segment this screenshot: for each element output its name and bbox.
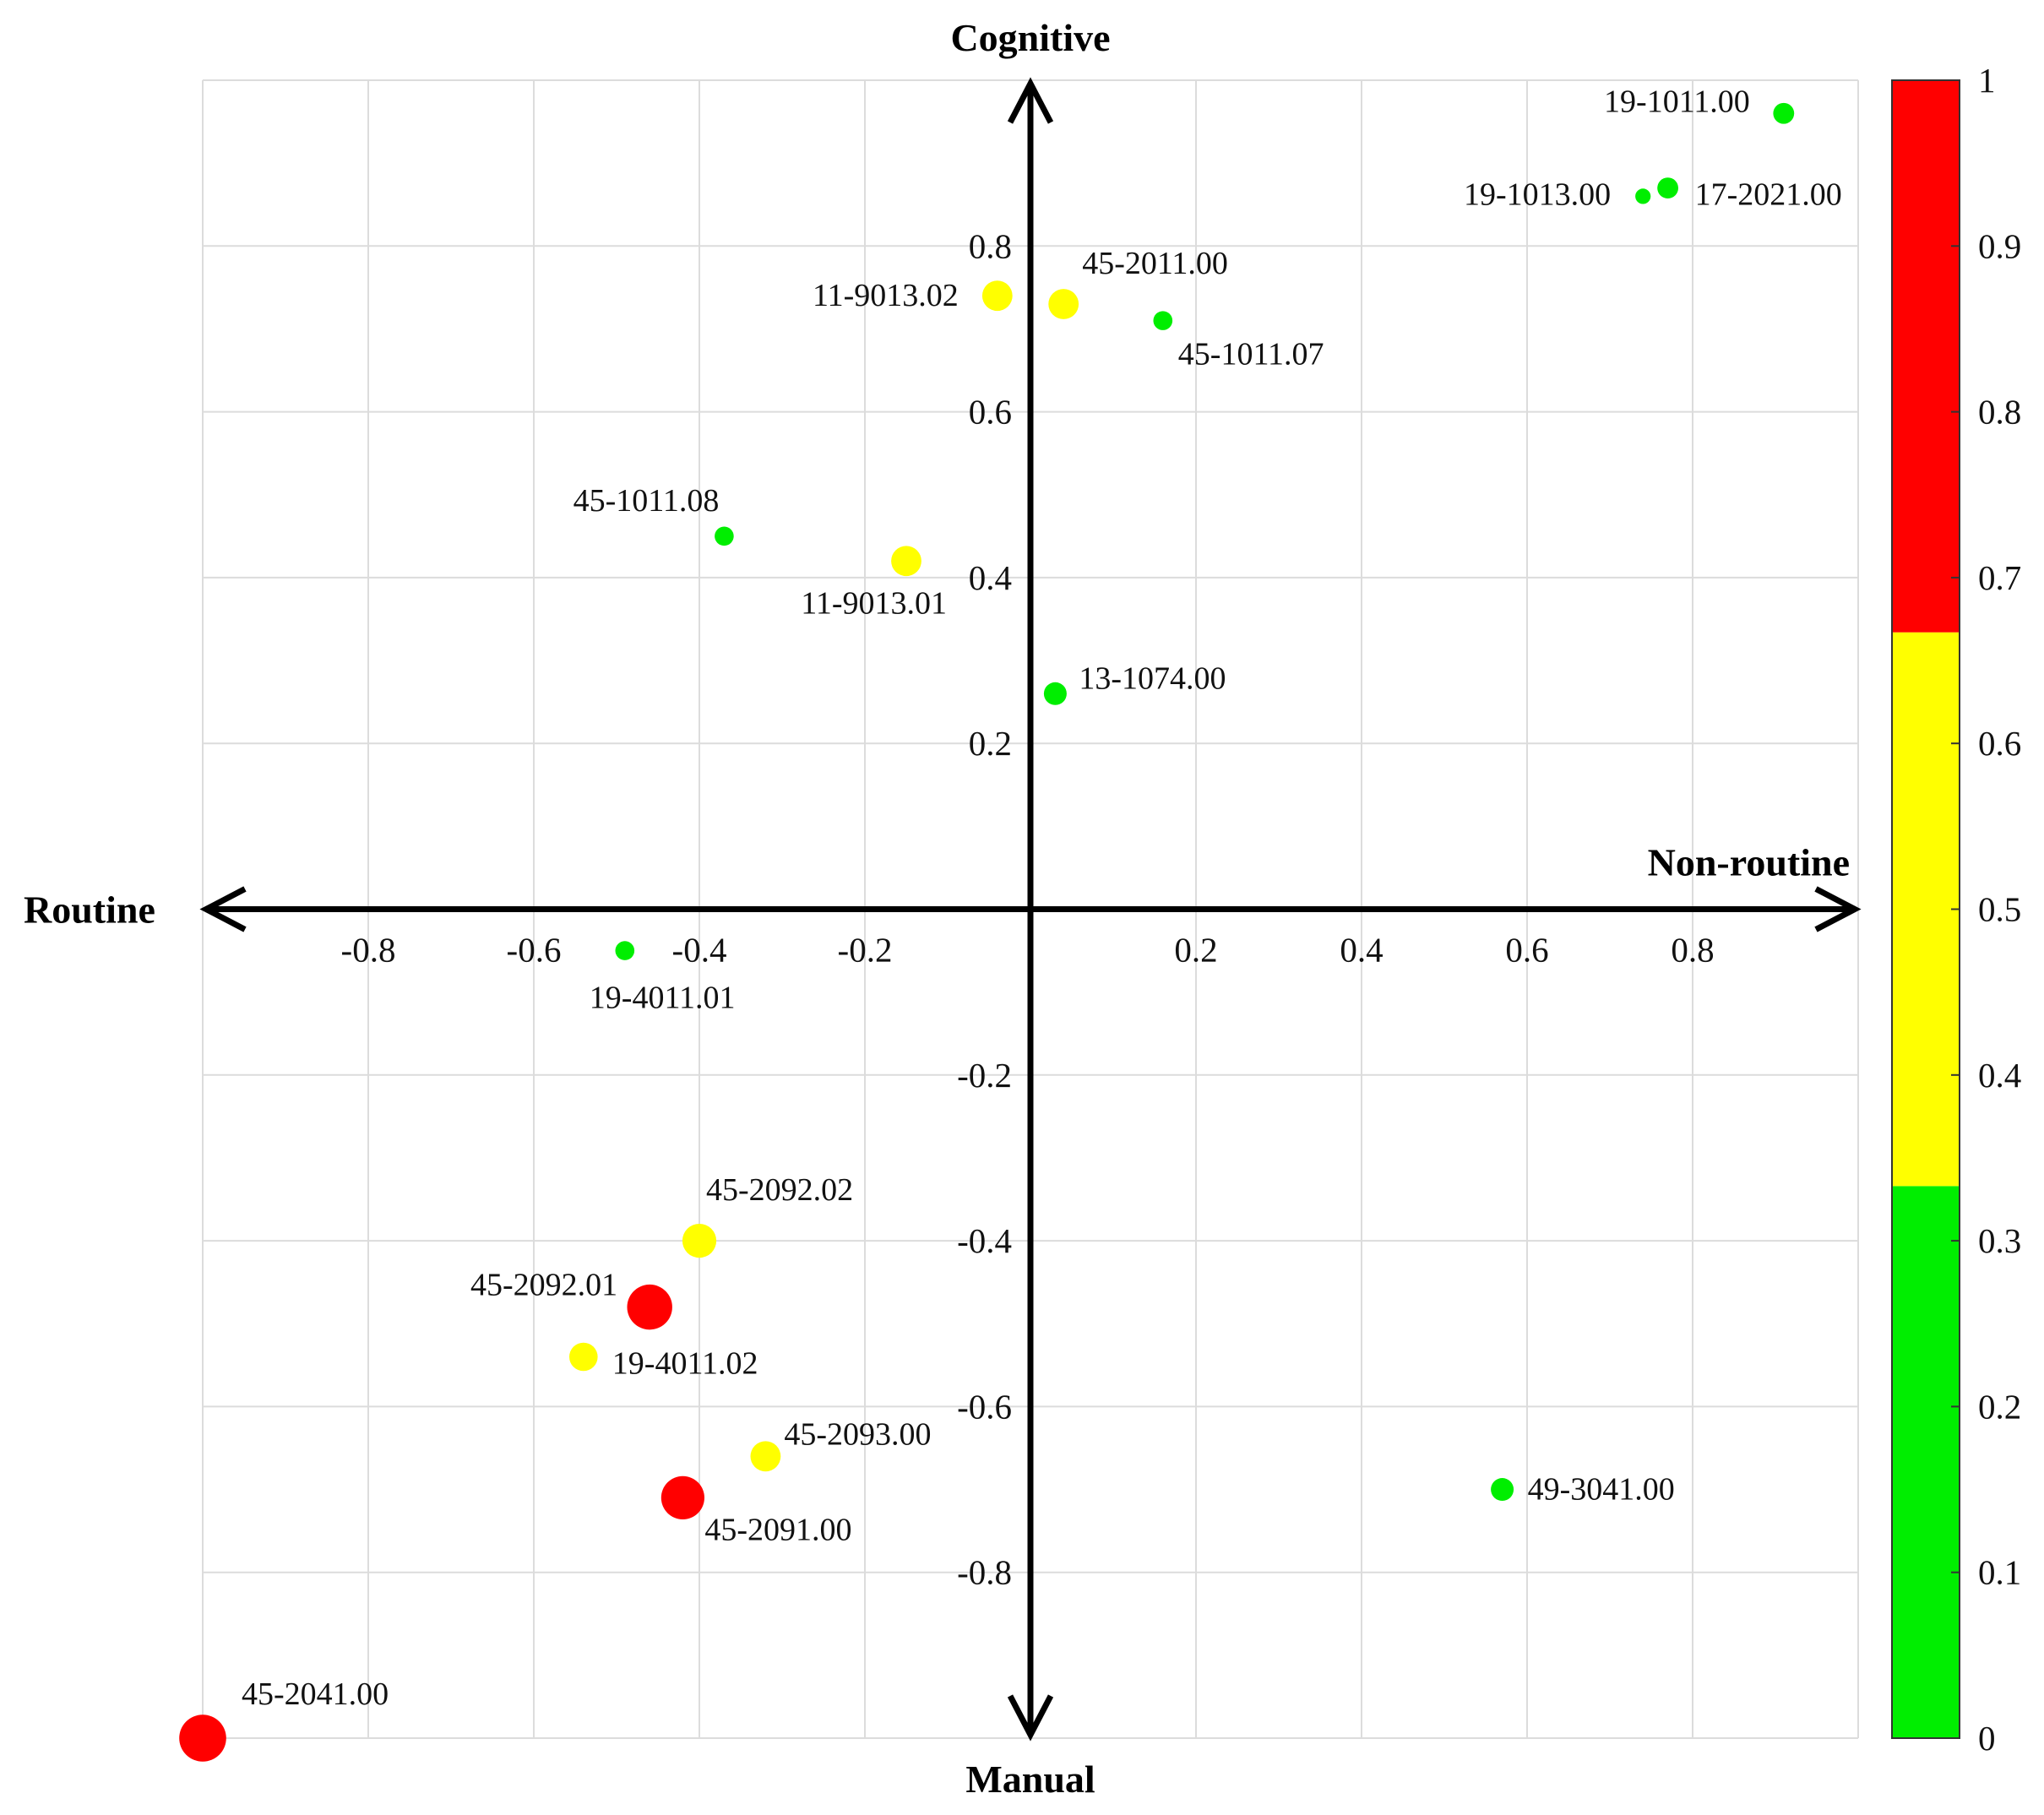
data-point-marker <box>1043 682 1067 705</box>
data-point-group: 45-2092.01 <box>470 1268 672 1330</box>
data-point-label: 45-2092.01 <box>470 1268 617 1303</box>
data-point-marker <box>1153 311 1173 330</box>
colorbar-tick-label: 0.8 <box>1978 393 2021 432</box>
data-point-group: 45-2093.00 <box>750 1416 932 1472</box>
axis-title-manual: Manual <box>965 1758 1095 1801</box>
colorbar-band <box>1892 80 1960 633</box>
data-point-marker <box>615 941 635 960</box>
data-point-marker <box>1491 1478 1514 1502</box>
x-tick-label: -0.4 <box>672 931 727 970</box>
colorbar-tick-label: 0.6 <box>1978 724 2021 763</box>
colorbar-tick-label: 0.7 <box>1978 558 2021 597</box>
data-point-group: 19-4011.02 <box>569 1342 758 1382</box>
arrow-down-icon <box>1007 1694 1054 1742</box>
arrow-left-icon <box>199 886 247 932</box>
data-point-marker <box>1048 289 1079 319</box>
axis-title-routine: Routine <box>24 888 155 932</box>
data-point-label: 49-3041.00 <box>1528 1472 1675 1508</box>
data-point-group: 19-4011.01 <box>590 941 736 1016</box>
data-point-label: 13-1074.00 <box>1079 660 1226 696</box>
data-point-marker <box>660 1475 705 1519</box>
x-tick-label: 0.6 <box>1505 931 1548 970</box>
data-point-marker <box>179 1714 226 1762</box>
axis-titles: Cognitive Manual Routine Non-routine <box>24 16 1850 1801</box>
data-point-group: 45-2092.02 <box>682 1172 853 1258</box>
colorbar-tick-label: 0.4 <box>1978 1056 2021 1095</box>
data-point-group: 45-2041.00 <box>179 1676 389 1762</box>
data-point-group: 11-9013.01 <box>801 546 947 621</box>
colorbar-band <box>1892 632 1960 1187</box>
data-point-marker <box>1773 102 1795 124</box>
axis-title-cognitive: Cognitive <box>950 16 1110 59</box>
data-point-marker <box>715 526 734 546</box>
data-point-marker <box>682 1224 717 1258</box>
data-point-label: 45-2092.02 <box>706 1172 853 1208</box>
data-point-group: 45-2091.00 <box>660 1475 852 1547</box>
tick-labels: -0.8 -0.6 -0.4 -0.2 0.2 0.4 0.6 0.8 0.8 0.6 0.4 0.2… <box>341 226 1715 1591</box>
colorbar-tick-label: 1 <box>1978 61 1996 100</box>
data-point-group: 45-1011.08 <box>574 483 734 546</box>
data-point-label: 11-9013.01 <box>801 585 947 621</box>
x-tick-label: -0.8 <box>341 931 396 970</box>
data-point-marker <box>1657 177 1678 198</box>
data-point-label: 19-1011.00 <box>1604 84 1750 119</box>
colorbar-band <box>1892 1186 1960 1738</box>
colorbar-tick-label: 0.9 <box>1978 226 2021 265</box>
data-point-label: 45-2041.00 <box>242 1676 389 1712</box>
data-point-marker <box>1635 188 1651 204</box>
y-tick-label: 0.8 <box>969 226 1012 265</box>
y-tick-label: -0.2 <box>957 1056 1012 1095</box>
data-point-label: 45-2011.00 <box>1082 246 1228 281</box>
y-tick-label: -0.8 <box>957 1553 1012 1592</box>
data-point-group: 45-2011.00 <box>1048 246 1228 319</box>
data-point-label: 19-1013.00 <box>1464 177 1611 212</box>
x-tick-label: 0.8 <box>1671 931 1714 970</box>
axis-title-non-routine: Non-routine <box>1648 841 1850 884</box>
x-tick-label: 0.2 <box>1174 931 1217 970</box>
data-point-label: 45-1011.08 <box>574 483 720 519</box>
colorbar-tick-label: 0.3 <box>1978 1221 2021 1260</box>
data-point-marker <box>891 546 921 577</box>
y-tick-label: -0.4 <box>957 1221 1012 1260</box>
y-tick-label: -0.6 <box>957 1387 1012 1426</box>
data-point-marker <box>569 1342 598 1372</box>
data-point-label: 17-2021.00 <box>1695 177 1842 213</box>
x-tick-label: -0.2 <box>838 931 893 970</box>
data-point-group: 49-3041.00 <box>1491 1472 1675 1508</box>
x-tick-label: -0.6 <box>507 931 562 970</box>
colorbar-tick-label: 0.2 <box>1978 1387 2021 1426</box>
data-points: 19-1011.00 19-1013.00 17-2021.00 11-9013.02… <box>179 84 1842 1762</box>
data-point-marker <box>981 280 1013 312</box>
colorbar-tick-label: 0.1 <box>1978 1553 2021 1592</box>
data-point-group: 45-1011.07 <box>1153 311 1324 372</box>
colorbar: 0 0.1 0.2 0.3 0.4 0.5 0.6 0.7 0.8 0.9 1 <box>1891 61 2021 1758</box>
data-point-label: 45-2091.00 <box>704 1512 851 1547</box>
x-tick-label: 0.4 <box>1340 931 1383 970</box>
arrow-right-icon <box>1814 886 1862 932</box>
arrow-up-icon <box>1007 77 1054 124</box>
colorbar-tick-label: 0.5 <box>1978 890 2021 929</box>
data-point-label: 19-4011.02 <box>612 1346 758 1382</box>
data-point-group: 17-2021.00 <box>1657 177 1842 213</box>
y-tick-label: 0.4 <box>969 558 1012 597</box>
data-point-marker <box>627 1284 672 1330</box>
data-point-group: 13-1074.00 <box>1043 660 1226 705</box>
data-point-marker <box>750 1441 781 1472</box>
data-point-group: 19-1011.00 <box>1604 84 1795 124</box>
data-point-label: 45-1011.07 <box>1178 337 1324 372</box>
data-point-group: 19-1013.00 <box>1464 177 1651 212</box>
y-tick-label: 0.2 <box>969 724 1012 763</box>
data-point-label: 45-2093.00 <box>784 1416 931 1452</box>
y-tick-label: 0.6 <box>969 393 1012 432</box>
data-point-group: 11-9013.02 <box>813 278 1013 313</box>
data-point-label: 11-9013.02 <box>813 278 959 313</box>
colorbar-tick-label: 0 <box>1978 1719 1996 1758</box>
data-point-label: 19-4011.01 <box>590 981 736 1016</box>
quadrant-axes <box>199 77 1862 1742</box>
